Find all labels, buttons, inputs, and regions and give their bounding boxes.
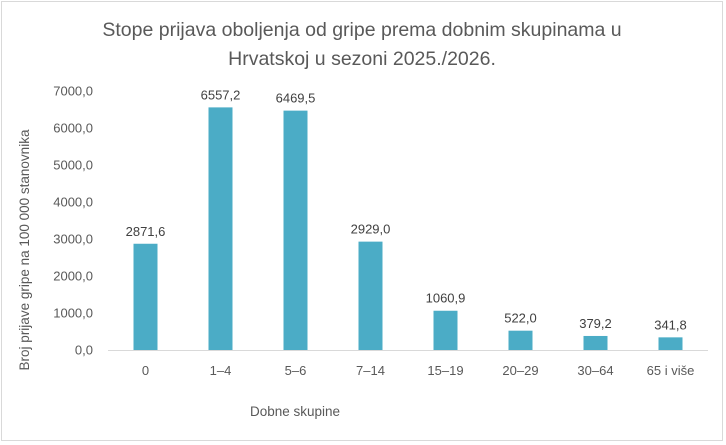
data-label: 522,0: [504, 311, 537, 326]
data-label: 6557,2: [201, 87, 241, 102]
x-tick-label: 30–64: [577, 363, 613, 378]
bar: [283, 110, 308, 350]
y-tick-label: 0,0: [75, 343, 93, 358]
y-tick-label: 5000,0: [53, 158, 93, 173]
x-axis-title: Dobne skupine: [250, 404, 340, 419]
bar: [358, 241, 383, 350]
data-label: 341,8: [654, 317, 687, 332]
bar: [508, 330, 533, 350]
x-tick-label: 15–19: [427, 363, 463, 378]
data-label: 2871,6: [126, 224, 166, 239]
y-tick-label: 2000,0: [53, 269, 93, 284]
bar: [208, 107, 233, 350]
data-label: 2929,0: [351, 222, 391, 237]
x-tick-label: 20–29: [502, 363, 538, 378]
y-axis-title: Broj prijave gripe na 100 000 stanovnika: [17, 129, 32, 370]
y-tick-label: 4000,0: [53, 195, 93, 210]
y-tick-label: 3000,0: [53, 232, 93, 247]
chart-title: Stope prijava oboljenja od gripe prema d…: [102, 19, 622, 70]
y-tick-label: 1000,0: [53, 306, 93, 321]
y-tick-label: 6000,0: [53, 121, 93, 136]
bar: [658, 337, 683, 350]
x-tick-label: 65 i više: [647, 363, 695, 378]
x-tick-label: 1–4: [210, 363, 232, 378]
x-tick-label: 5–6: [285, 363, 307, 378]
data-label: 1060,9: [426, 291, 466, 306]
y-tick-label: 7000,0: [53, 84, 93, 99]
data-label: 379,2: [579, 316, 612, 331]
bar: [433, 310, 458, 350]
x-tick-label: 7–14: [356, 363, 385, 378]
x-tick-label: 0: [142, 363, 149, 378]
bar: [133, 243, 158, 350]
data-label: 6469,5: [276, 91, 316, 106]
bar: [583, 335, 608, 350]
